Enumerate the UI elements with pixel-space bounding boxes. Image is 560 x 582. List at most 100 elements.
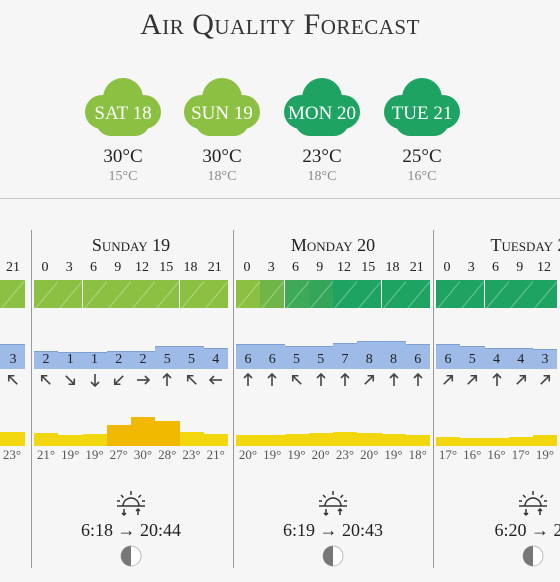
sunshine-bar <box>203 434 228 446</box>
sunshine-bar <box>179 432 204 446</box>
sunshine-bar <box>236 435 261 446</box>
day-heading: Sunday 19 <box>91 235 171 255</box>
air-quality-cell[interactable] <box>381 280 406 308</box>
air-quality-cell[interactable] <box>333 280 357 308</box>
temperature-label: 17° <box>511 447 530 462</box>
cloud-icon <box>85 78 161 136</box>
hour-label: 6 <box>492 260 499 275</box>
sunshine-bar <box>155 421 180 446</box>
air-quality-cell[interactable] <box>484 280 509 308</box>
day-heading: Tuesday 21 <box>490 235 560 255</box>
wind-speed: 3 <box>9 352 17 367</box>
day-summary-label: SAT 18 <box>94 103 152 124</box>
air-quality-cell[interactable] <box>106 280 131 308</box>
cloud-icon <box>184 78 260 136</box>
sunshine-bar <box>131 417 156 446</box>
day-summary-label: MON 20 <box>287 103 357 124</box>
hour-label: 21 <box>6 260 20 275</box>
air-quality-cell[interactable] <box>179 280 204 308</box>
wind-speed: 8 <box>390 352 397 367</box>
air-quality-cell[interactable] <box>508 280 533 308</box>
air-quality-cell[interactable] <box>533 280 557 308</box>
day-summary-label: TUE 21 <box>391 103 453 124</box>
wind-bar <box>155 346 180 369</box>
hour-label: 3 <box>267 260 275 275</box>
temperature-label: 16° <box>463 447 482 462</box>
sunrise-sunset-icon <box>315 489 351 517</box>
day-summary-badge[interactable]: SUN 19 <box>177 76 267 136</box>
temperature-label: 30° <box>133 447 153 462</box>
air-quality-cell[interactable] <box>82 280 107 308</box>
wind-bar <box>0 344 25 369</box>
temperature-label: 16° <box>487 447 506 462</box>
wind-bar <box>533 349 558 369</box>
temperature-label: 21° <box>206 447 225 462</box>
sunshine-bar <box>308 433 333 446</box>
air-quality-cell[interactable] <box>58 280 83 308</box>
sunrise-sunset-icon <box>113 489 149 517</box>
day-summary-badge[interactable]: SAT 18 <box>78 76 168 136</box>
wind-arrow-icon <box>133 371 153 389</box>
wind-arrow-icon <box>511 371 531 389</box>
wind-speed: 6 <box>444 352 452 367</box>
wind-bar <box>179 346 204 369</box>
sunshine-bar <box>381 434 406 446</box>
cloud-icon <box>384 78 460 136</box>
air-quality-cell[interactable] <box>308 280 333 308</box>
hour-label: 0 <box>243 260 251 275</box>
wind-speed: 5 <box>163 352 171 367</box>
air-quality-cell[interactable] <box>155 280 180 308</box>
cloud-icon <box>284 78 360 136</box>
wind-arrow-icon <box>287 371 307 389</box>
day-separator <box>233 230 234 568</box>
day-summary-temps: 30°C 15°C <box>78 146 168 185</box>
wind-bar <box>405 344 430 369</box>
sunshine-bar <box>405 435 430 446</box>
sunshine-bar <box>357 433 382 446</box>
temperature-label: 19° <box>384 447 403 462</box>
hour-label: 9 <box>316 260 324 275</box>
air-quality-cell[interactable] <box>236 280 260 308</box>
page-title: Air Quality Forecast <box>140 8 420 41</box>
air-quality-cell[interactable] <box>0 280 25 308</box>
wind-arrow-icon <box>238 371 258 389</box>
max-temp: 30°C <box>103 146 143 167</box>
wind-speed: 6 <box>244 352 252 367</box>
divider <box>0 198 560 199</box>
wind-bar <box>284 346 309 369</box>
hour-label: 9 <box>114 260 122 275</box>
air-quality-cell[interactable] <box>436 280 460 308</box>
sunrise-sunset-icon <box>515 489 551 517</box>
wind-speed: 1 <box>91 352 98 367</box>
wind-arrow-icon <box>408 371 428 389</box>
min-temp: 18°C <box>307 169 337 184</box>
hour-label: 12 <box>135 260 149 275</box>
wind-arrow-icon <box>462 371 482 389</box>
day-summary-badge[interactable]: TUE 21 <box>377 76 467 136</box>
day-summary-badge[interactable]: MON 20 <box>277 76 367 136</box>
air-quality-cell[interactable] <box>405 280 430 308</box>
wind-arrow-icon <box>384 371 404 389</box>
air-quality-cell[interactable] <box>284 280 309 308</box>
air-quality-cell[interactable] <box>203 280 228 308</box>
wind-speed: 7 <box>341 352 349 367</box>
sunshine-bar <box>58 435 83 446</box>
air-quality-cell[interactable] <box>260 280 285 308</box>
wind-bar <box>357 341 382 369</box>
max-temp: 25°C <box>402 146 442 167</box>
temperature-label: 19° <box>535 447 555 462</box>
air-quality-cell[interactable] <box>357 280 382 308</box>
air-quality-cell[interactable] <box>131 280 155 308</box>
sunshine-bar <box>34 433 59 446</box>
air-quality-cell[interactable] <box>460 280 485 308</box>
hour-label: 12 <box>537 260 551 275</box>
sunshine-bar <box>284 434 309 446</box>
hour-label: 15 <box>361 260 376 275</box>
wind-bar <box>381 341 406 369</box>
day-separator <box>31 230 32 568</box>
wind-speed: 2 <box>42 352 50 367</box>
air-quality-cell[interactable] <box>34 280 58 308</box>
wind-bar <box>131 350 156 369</box>
wind-speed: 4 <box>212 352 220 367</box>
day-separator <box>433 230 434 568</box>
